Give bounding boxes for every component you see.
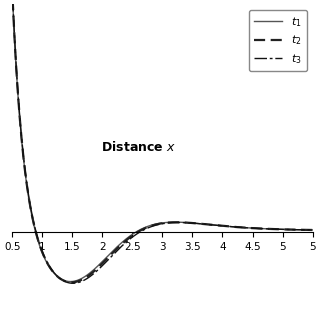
Legend: $t_1$, $t_2$, $t_3$: $t_1$, $t_2$, $t_3$ — [249, 10, 307, 71]
$t_{1}$ — [250, 226, 254, 230]
$t_{3}$ — [41, 251, 45, 255]
$t_{1}$ — [132, 231, 136, 235]
$t_{2}$ — [250, 226, 254, 230]
$t_{3}$ — [143, 228, 147, 231]
$t_{2}$ — [217, 224, 221, 228]
$t_{1}$ — [245, 226, 249, 230]
$t_{2}$ — [70, 280, 74, 284]
$t_{3}$ — [132, 234, 136, 238]
$t_{2}$ — [143, 226, 147, 230]
$t_{1}$ — [311, 228, 315, 232]
$t_{3}$ — [311, 228, 315, 232]
Line: $t_{1}$: $t_{1}$ — [12, 0, 313, 282]
Line: $t_{2}$: $t_{2}$ — [12, 0, 313, 282]
$t_{1}$ — [68, 280, 72, 284]
$t_{2}$ — [41, 252, 45, 256]
$t_{2}$ — [132, 232, 136, 236]
$t_{1}$ — [143, 226, 147, 229]
$t_{2}$ — [245, 226, 249, 230]
Text: $\mathbf{Distance}$ $\mathit{x}$: $\mathbf{Distance}$ $\mathit{x}$ — [101, 140, 176, 154]
$t_{3}$ — [250, 226, 254, 230]
$t_{2}$ — [311, 228, 315, 232]
$t_{1}$ — [217, 224, 221, 228]
$t_{3}$ — [245, 226, 249, 230]
$t_{3}$ — [71, 281, 75, 285]
Line: $t_{3}$: $t_{3}$ — [12, 0, 313, 283]
$t_{3}$ — [217, 224, 221, 228]
$t_{1}$ — [41, 253, 45, 257]
